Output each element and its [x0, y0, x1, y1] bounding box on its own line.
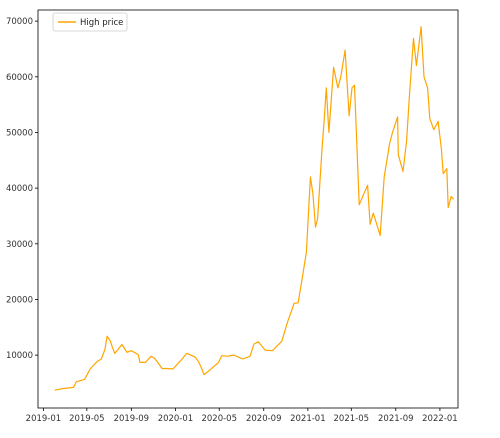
x-tick-label: 2020-05: [201, 414, 237, 424]
y-tick-label: 30000: [6, 240, 33, 250]
x-tick-label: 2020-09: [246, 414, 282, 424]
y-tick-label: 10000: [6, 351, 33, 361]
y-axis: 10000 20000 30000 40000 50000 60000 70000: [6, 17, 38, 361]
y-tick-label: 60000: [6, 73, 33, 83]
legend-label: High price: [80, 18, 123, 28]
y-tick-label: 70000: [6, 17, 33, 27]
x-tick-label: 2021-01: [290, 414, 326, 424]
x-axis: 2019-01 2019-05 2019-09 2020-01 2020-05 2020-…: [26, 408, 458, 424]
legend-box: [52, 12, 128, 32]
x-tick-label: 2019-05: [69, 414, 105, 424]
y-tick-label: 50000: [6, 128, 33, 138]
plot-area: [37, 9, 459, 409]
y-tick-label: 40000: [6, 184, 33, 194]
x-tick-label: 2019-01: [26, 414, 62, 424]
x-tick-label: 2021-09: [378, 414, 414, 424]
x-tick-label: 2022-01: [422, 414, 458, 424]
series-line-high-price: [54, 26, 455, 391]
y-tick-label: 20000: [6, 295, 33, 305]
legend: High price: [52, 12, 128, 32]
x-tick-label: 2019-09: [114, 414, 150, 424]
x-tick-label: 2020-01: [158, 414, 194, 424]
x-tick-label: 2021-05: [334, 414, 370, 424]
